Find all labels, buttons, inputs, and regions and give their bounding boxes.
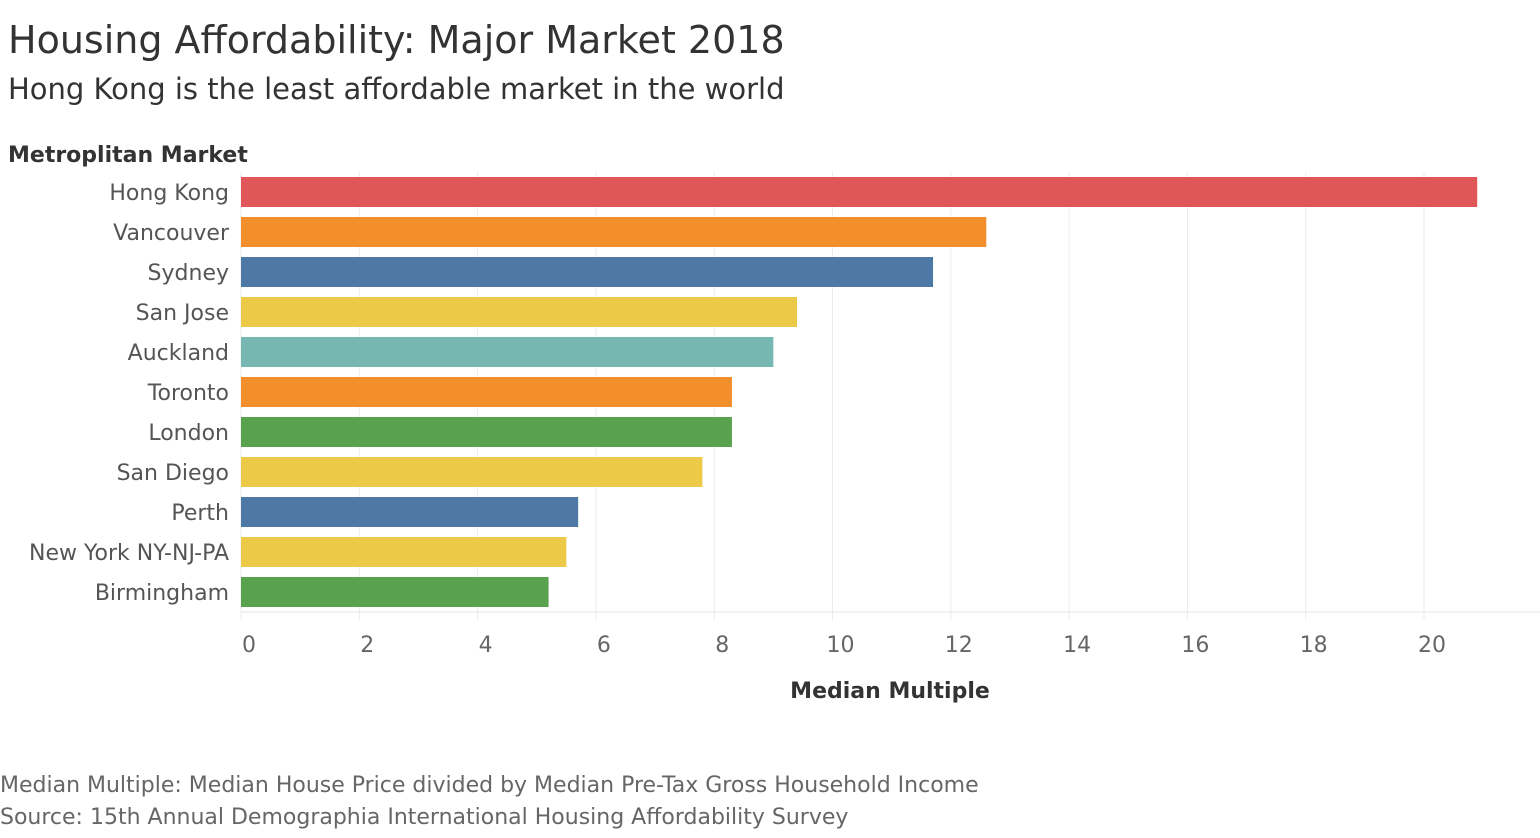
- y-axis-title: Metroplitan Market: [8, 143, 248, 168]
- category-label: London: [148, 421, 229, 446]
- bar: [241, 457, 703, 487]
- bar: [241, 257, 934, 287]
- category-label: Vancouver: [113, 221, 230, 246]
- category-label: New York NY-NJ-PA: [29, 541, 229, 566]
- source-note: Source: 15th Annual Demographia Internat…: [0, 805, 849, 830]
- x-tick-label: 12: [945, 633, 973, 658]
- x-tick-label: 14: [1063, 633, 1091, 658]
- bar: [241, 537, 567, 567]
- category-label: Auckland: [128, 341, 229, 366]
- category-label: Sydney: [148, 261, 229, 286]
- x-tick-label: 6: [597, 633, 611, 658]
- bar: [241, 337, 774, 367]
- x-tick-label: 4: [479, 633, 493, 658]
- bar: [241, 497, 579, 527]
- x-tick-label: 8: [715, 633, 729, 658]
- bars: [241, 177, 1478, 607]
- x-axis-title: Median Multiple: [790, 679, 990, 704]
- category-label: Birmingham: [95, 581, 229, 606]
- x-tick-label: 2: [360, 633, 374, 658]
- x-tick-label: 18: [1300, 633, 1328, 658]
- definition-note: Median Multiple: Median House Price divi…: [0, 773, 979, 798]
- category-labels: Hong Kong Vancouver Sydney San Jose Auckland…: [29, 181, 230, 606]
- x-tick-label: 16: [1181, 633, 1209, 658]
- bar: [241, 577, 549, 607]
- category-label: San Jose: [136, 301, 229, 326]
- category-label: Perth: [171, 501, 229, 526]
- chart-title: Housing Affordability: Major Market 2018: [8, 18, 785, 62]
- bar: [241, 417, 732, 447]
- bar: [241, 377, 732, 407]
- bar: [241, 217, 987, 247]
- category-label: Toronto: [147, 381, 229, 406]
- category-label: San Diego: [117, 461, 229, 486]
- x-tick-label: 0: [242, 633, 256, 658]
- x-tick-label: 20: [1418, 633, 1446, 658]
- chart-subtitle: Hong Kong is the least affordable market…: [8, 72, 785, 106]
- x-tick-label: 10: [827, 633, 855, 658]
- bar: [241, 177, 1478, 207]
- bar: [241, 297, 798, 327]
- x-axis-ticks: 0 2 4 6 8 10 12 14 16 18 20: [242, 633, 1446, 658]
- bar-chart: Hong Kong Vancouver Sydney San Jose Auckland…: [8, 143, 1540, 704]
- category-label: Hong Kong: [109, 181, 229, 206]
